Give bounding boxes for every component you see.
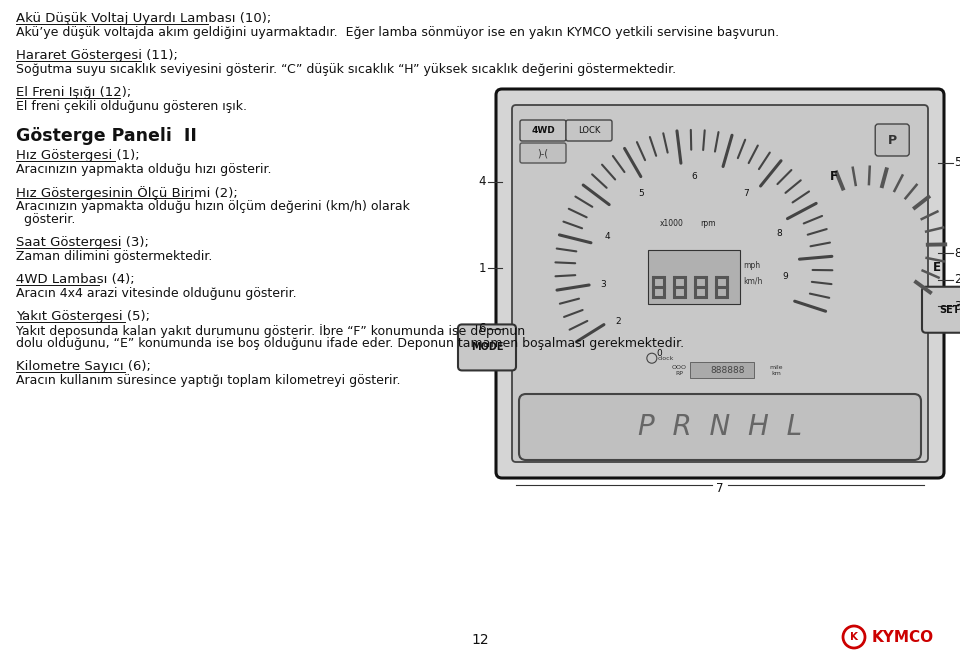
FancyBboxPatch shape [458,324,516,370]
Text: 2: 2 [615,317,621,325]
FancyBboxPatch shape [690,362,754,378]
Text: 0: 0 [657,349,662,358]
Text: SET: SET [940,305,960,315]
Text: 6: 6 [478,322,486,336]
Text: Akü Düşük Voltaj Uyardı Lambası (10);: Akü Düşük Voltaj Uyardı Lambası (10); [16,12,272,25]
FancyBboxPatch shape [566,120,612,141]
Text: 7: 7 [744,189,750,197]
Text: 888888: 888888 [710,366,745,375]
Text: E: E [933,261,942,274]
FancyBboxPatch shape [512,105,928,462]
Text: Hız Göstergesinin Ölçü Birimi (2);: Hız Göstergesinin Ölçü Birimi (2); [16,186,238,200]
Text: 8: 8 [777,229,781,239]
FancyBboxPatch shape [648,250,740,304]
Text: MODE: MODE [470,342,503,352]
Text: Aracın 4x4 arazi vitesinde olduğunu gösterir.: Aracın 4x4 arazi vitesinde olduğunu göst… [16,287,297,300]
Text: Gösterge Paneli  II: Gösterge Paneli II [16,127,197,145]
Text: P: P [888,133,897,147]
Text: 2: 2 [954,273,960,286]
Text: LOCK: LOCK [578,126,600,135]
Text: 4: 4 [478,175,486,188]
Text: mph: mph [743,261,760,270]
Text: 5: 5 [954,156,960,169]
FancyBboxPatch shape [519,394,921,460]
Text: 4: 4 [605,233,611,241]
Text: Aracın kullanım süresince yaptığı toplam kilometreyi gösterir.: Aracın kullanım süresince yaptığı toplam… [16,374,400,387]
Text: rpm: rpm [700,219,715,227]
Text: Yakıt deposunda kalan yakıt durumunu gösterir. İbre “F” konumunda ise deponun: Yakıt deposunda kalan yakıt durumunu gös… [16,324,525,338]
Text: )-(: )-( [538,148,548,158]
Text: clock: clock [658,356,674,361]
Text: km/h: km/h [743,277,762,285]
Text: 6: 6 [691,172,697,181]
FancyBboxPatch shape [520,143,566,163]
Text: 4WD: 4WD [531,126,555,135]
Text: 3: 3 [954,299,960,313]
Text: P  R  N  H  L: P R N H L [638,413,802,441]
Text: mile
km: mile km [769,365,782,376]
Text: Aracınızın yapmakta olduğu hızın ölçüm değerini (km/h) olarak: Aracınızın yapmakta olduğu hızın ölçüm d… [16,200,410,213]
Text: 7: 7 [716,482,724,494]
Text: KYMCO: KYMCO [872,630,934,644]
Text: Yakıt Göstergesi (5);: Yakıt Göstergesi (5); [16,310,150,323]
Text: El freni çekili olduğunu gösteren ışık.: El freni çekili olduğunu gösteren ışık. [16,100,247,113]
Text: Hararet Göstergesi (11);: Hararet Göstergesi (11); [16,49,178,62]
Text: gösterir.: gösterir. [16,213,76,226]
FancyBboxPatch shape [876,124,909,156]
Text: Soğutma suyu sıcaklık seviyesini gösterir. “C” düşük sıcaklık “H” yüksek sıcaklı: Soğutma suyu sıcaklık seviyesini gösteri… [16,63,676,76]
Text: x1000: x1000 [660,219,684,227]
Text: F: F [830,169,838,183]
Text: dolu olduğunu, “E” konumunda ise boş olduğunu ifade eder. Deponun tamamen boşalm: dolu olduğunu, “E” konumunda ise boş old… [16,337,684,350]
Text: 5: 5 [638,189,644,197]
Text: Zaman dilimini göstermektedir.: Zaman dilimini göstermektedir. [16,250,212,263]
Text: OOO
RP: OOO RP [671,365,686,376]
Text: El Freni Işığı (12);: El Freni Işığı (12); [16,86,132,99]
FancyBboxPatch shape [496,89,944,478]
Text: 9: 9 [782,272,788,281]
FancyBboxPatch shape [922,287,960,333]
Text: K: K [850,632,858,642]
Text: Hız Göstergesi (1);: Hız Göstergesi (1); [16,149,139,162]
Text: Saat Göstergesi (3);: Saat Göstergesi (3); [16,236,149,249]
Text: Akü’ye düşük voltajda akım geldiğini uyarmaktadır.  Eğer lamba sönmüyor ise en y: Akü’ye düşük voltajda akım geldiğini uya… [16,26,780,39]
Text: 1: 1 [478,262,486,275]
Text: 4WD Lambası (4);: 4WD Lambası (4); [16,273,134,286]
FancyBboxPatch shape [520,120,566,141]
Text: 8: 8 [954,247,960,260]
Text: 12: 12 [471,633,489,647]
Text: Aracınızın yapmakta olduğu hızı gösterir.: Aracınızın yapmakta olduğu hızı gösterir… [16,163,272,176]
Text: Kilometre Sayıcı (6);: Kilometre Sayıcı (6); [16,360,151,373]
Text: 3: 3 [600,280,606,289]
